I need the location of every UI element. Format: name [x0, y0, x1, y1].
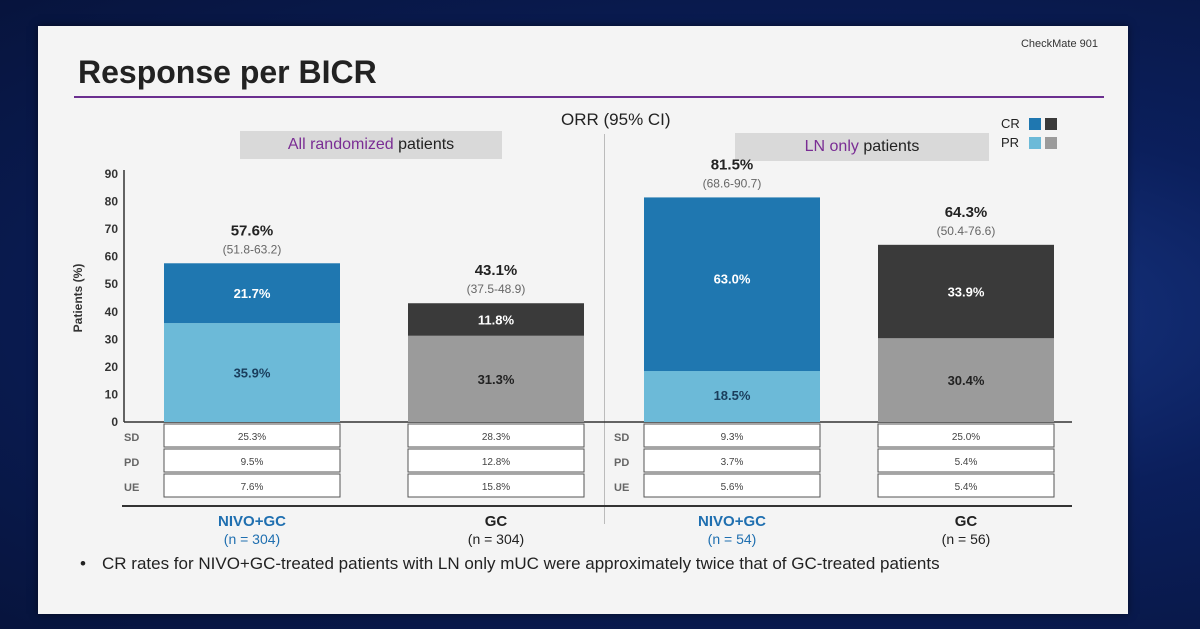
- bar-label-pr: 30.4%: [948, 373, 985, 388]
- response-chart: 0 10 20 30 40 50 60 70 80 90 Patients (%) SD PD UE SD P…: [71, 156, 1072, 547]
- arm-label: GC: [955, 513, 978, 530]
- table-cell: [877, 448, 1055, 473]
- bar-segment-pr: [644, 371, 820, 422]
- group-label-rest: patients: [858, 138, 920, 155]
- y-tick-label: 0: [111, 415, 118, 429]
- bar-segment-pr: [164, 323, 340, 422]
- table-row-label: UE: [124, 482, 139, 494]
- table-cell: [407, 448, 585, 473]
- table-cell: [407, 473, 585, 498]
- bar-label-cr: 11.8%: [478, 312, 515, 327]
- table-cell: [877, 473, 1055, 498]
- bar-label-pr: 35.9%: [234, 366, 271, 381]
- group-label-highlight: All randomized: [287, 136, 394, 153]
- bullet-icon: •: [80, 554, 86, 573]
- y-tick-label: 70: [105, 222, 119, 236]
- table-row-label: SD: [614, 432, 629, 444]
- bar-label-ci: (50.4-76.6): [937, 224, 996, 238]
- legend-cr-label: CR: [1001, 116, 1020, 131]
- legend-cr-nivo-swatch: [1029, 117, 1041, 130]
- table-cell: [643, 448, 821, 473]
- table-cell-value: 12.8%: [482, 457, 510, 468]
- arm-label: GC: [485, 513, 508, 530]
- legend-pr-gc-swatch: [1045, 136, 1057, 149]
- table-cell-value: 9.3%: [721, 432, 744, 443]
- bullet-text: CR rates for NIVO+GC-treated patients wi…: [102, 554, 940, 573]
- y-tick-label: 10: [105, 387, 119, 401]
- table-row-label: UE: [614, 482, 629, 494]
- y-tick-label: 80: [105, 195, 119, 209]
- table-cell-value: 5.4%: [955, 457, 978, 468]
- bar-label-ci: (51.8-63.2): [223, 242, 282, 256]
- table-cell-value: 5.4%: [955, 482, 978, 493]
- table-cell-value: 3.7%: [721, 457, 744, 468]
- bar-segment-cr: [408, 303, 584, 336]
- bar-label-cr: 63.0%: [714, 271, 751, 286]
- table-cell: [407, 423, 585, 448]
- table-cell-value: 28.3%: [482, 432, 510, 443]
- bar-segment-cr: [164, 263, 340, 324]
- table-cell: [877, 423, 1055, 448]
- y-tick-label: 40: [105, 305, 119, 319]
- y-tick-label: 20: [105, 360, 119, 374]
- orr-heading: ORR (95% CI): [561, 110, 671, 129]
- arm-n-label: (n = 304): [224, 531, 280, 547]
- bar-label-cr: 21.7%: [234, 286, 271, 301]
- y-tick-label: 60: [105, 250, 119, 264]
- group-label-rest: patients: [393, 136, 455, 153]
- table-row-label: PD: [124, 457, 139, 469]
- bar-label-orr: 64.3%: [945, 204, 988, 221]
- bar-label-orr: 43.1%: [475, 262, 518, 279]
- group-label-highlight: LN only: [804, 138, 859, 155]
- table-cell: [643, 473, 821, 498]
- group-label-all-randomized: All randomized patients: [240, 131, 502, 159]
- legend-pr: PR: [1001, 133, 1057, 152]
- bar-label-ci: (37.5-48.9): [467, 282, 526, 296]
- arm-n-label: (n = 304): [468, 531, 524, 547]
- chart-legend: CR PR: [1001, 114, 1057, 152]
- table-cell-value: 25.3%: [238, 432, 266, 443]
- slide-title: Response per BICR: [78, 54, 377, 90]
- y-tick-label: 50: [105, 277, 119, 291]
- group-divider: [604, 134, 605, 524]
- arm-label: NIVO+GC: [218, 513, 286, 530]
- table-cell: [643, 423, 821, 448]
- legend-cr: CR: [1001, 114, 1057, 133]
- study-name: CheckMate 901: [1020, 38, 1098, 50]
- bar-segment-cr: [644, 197, 820, 372]
- bar-segment-cr: [878, 244, 1054, 339]
- y-axis-label: Patients (%): [71, 264, 85, 333]
- bar-segment-pr: [878, 338, 1054, 422]
- bar-segment-pr: [408, 335, 584, 422]
- table-cell: [163, 448, 341, 473]
- bar-label-orr: 81.5%: [711, 156, 754, 173]
- table-cell-value: 25.0%: [952, 432, 980, 443]
- bullet-point: • CR rates for NIVO+GC-treated patients …: [80, 552, 980, 575]
- legend-cr-gc-swatch: [1045, 117, 1057, 130]
- bar-label-ci: (68.6-90.7): [703, 176, 762, 190]
- arm-n-label: (n = 56): [942, 531, 991, 547]
- slide: CheckMate 901 Response per BICR ORR (95%…: [38, 26, 1128, 614]
- table-row-label: SD: [124, 432, 139, 444]
- table-bottom-rule: [122, 505, 1072, 507]
- legend-pr-nivo-swatch: [1029, 136, 1041, 149]
- group-label-ln-only: LN only patients: [735, 133, 989, 161]
- bar-label-orr: 57.6%: [231, 222, 274, 239]
- arm-n-label: (n = 54): [708, 531, 757, 547]
- title-underline: [74, 96, 1104, 98]
- legend-pr-label: PR: [1001, 135, 1020, 150]
- table-cell-value: 15.8%: [482, 482, 510, 493]
- y-tick-label: 90: [105, 167, 119, 181]
- table-cell-value: 5.6%: [721, 482, 744, 493]
- table-cell: [163, 473, 341, 498]
- y-tick-label: 30: [105, 332, 119, 346]
- table-cell-value: 7.6%: [241, 482, 264, 493]
- arm-label: NIVO+GC: [698, 513, 766, 530]
- bar-label-pr: 18.5%: [714, 388, 751, 403]
- table-cell-value: 9.5%: [241, 457, 264, 468]
- table-cell: [163, 423, 341, 448]
- bar-label-pr: 31.3%: [478, 372, 515, 387]
- table-row-label: PD: [614, 457, 629, 469]
- bar-label-cr: 33.9%: [948, 285, 985, 300]
